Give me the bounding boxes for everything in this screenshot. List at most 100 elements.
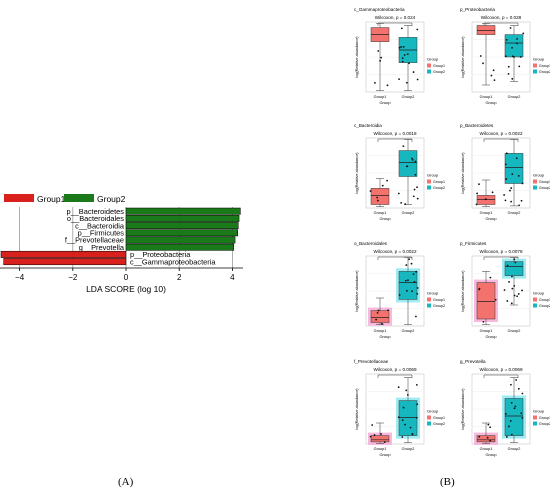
stat-label: Wilcoxon, p = 0.024 [375, 15, 416, 20]
data-point [381, 322, 383, 325]
x-tick-label: −4 [15, 273, 25, 282]
data-point [521, 392, 524, 395]
data-point [412, 273, 415, 276]
data-point [415, 416, 418, 419]
data-point [519, 56, 522, 58]
bar-label: p__Proteobacteria [130, 250, 191, 259]
data-point [414, 315, 417, 318]
data-point [386, 179, 389, 182]
data-point [408, 62, 410, 65]
panel-title: p_Firmicutes [460, 241, 487, 246]
x-axis-label: Group [379, 334, 391, 339]
bar-p-proteobacteria [0, 250, 127, 258]
data-point [407, 279, 409, 282]
x-tick-label: Group1 [374, 211, 387, 215]
legend-swatch [533, 185, 537, 190]
data-point [402, 406, 405, 409]
data-point [397, 386, 400, 389]
data-point [369, 190, 372, 192]
data-point [416, 403, 419, 406]
data-point [508, 425, 510, 428]
legend-label: Group2 [539, 186, 550, 190]
legend-swatch-group2 [64, 194, 94, 202]
data-point [398, 46, 401, 49]
y-axis-label: log(Relative abundance) [355, 270, 359, 312]
box-panel-o_bacteroidales: o_Bacteroidales Wilcoxon, p = 0.0022 log(R… [354, 241, 445, 339]
data-point [521, 417, 524, 419]
data-point [511, 275, 513, 278]
legend-label: Group2 [433, 186, 445, 190]
box-panel-p_proteobacteria: p_Proteobacteria Wilcoxon, p = 0.028 log(R… [460, 7, 550, 105]
box-panel-c_gammaproteobacteria: c_Gammaproteobacteria Wilcoxon, p = 0.024… [354, 7, 445, 105]
data-point [397, 192, 400, 195]
data-point [516, 38, 518, 40]
legend-swatch [427, 421, 431, 426]
data-point [505, 38, 508, 41]
data-point [507, 72, 510, 75]
data-point [504, 55, 507, 58]
data-point [380, 433, 382, 435]
data-point [514, 405, 517, 408]
data-point [375, 318, 378, 321]
x-tick-label: Group2 [402, 95, 415, 99]
x-tick-label: Group1 [480, 447, 493, 451]
data-point [506, 300, 509, 302]
data-point [416, 28, 419, 31]
data-point [515, 379, 518, 381]
panel-title: f_Prevotellaceae [354, 359, 389, 364]
legend-label: Group1 [539, 416, 550, 420]
data-point [510, 200, 513, 203]
data-point [503, 289, 506, 291]
legend-title: Group [427, 173, 439, 178]
data-point [416, 287, 419, 289]
stat-label: Wilcoxon, p = 0.0022 [373, 249, 416, 254]
significance-bracket [377, 22, 413, 26]
data-point [415, 383, 418, 386]
box-panel-g_prevotella: g_Prevotella Wilcoxon, p = 0.0069 log(Rela… [460, 359, 550, 457]
data-point [412, 195, 415, 198]
data-point [376, 196, 379, 199]
bar-label: c__Bacteroidia [75, 221, 125, 230]
x-tick-label: Group2 [508, 95, 521, 99]
data-point [380, 56, 383, 59]
data-point [400, 202, 403, 204]
x-tick-label: 0 [124, 273, 129, 282]
significance-bracket [483, 374, 519, 378]
x-axis-label: Group [485, 334, 497, 339]
y-axis-label: log(Relative abundance) [461, 36, 465, 78]
bar-c-gammaproteobacteria [3, 258, 127, 266]
legend-swatch [427, 69, 431, 74]
data-point [518, 65, 521, 68]
bar-g-prevotella [125, 243, 234, 251]
data-point [509, 27, 512, 29]
legend-swatch [427, 185, 431, 190]
data-point [511, 77, 514, 80]
data-point [505, 178, 508, 180]
data-point [489, 426, 492, 429]
panel-title: c_Gammaproteobacteria [354, 7, 405, 12]
x-tick-label: Group1 [480, 95, 493, 99]
data-point [406, 53, 409, 56]
data-point [491, 191, 494, 194]
data-point [492, 69, 495, 72]
data-point [517, 174, 520, 177]
box-panel-p_bacteroidetes: p_Bacteroidetes Wilcoxon, p = 0.0022 log(R… [460, 123, 550, 221]
box-panel-p_firmicutes: p_Firmicutes Wilcoxon, p = 0.0078 log(Rela… [460, 241, 550, 339]
data-point [509, 189, 511, 192]
data-point [397, 416, 400, 419]
significance-bracket [483, 22, 519, 26]
box-group1 [370, 435, 390, 443]
data-point [511, 46, 513, 49]
box-group2 [504, 398, 524, 436]
legend-label: Group2 [433, 422, 445, 426]
legend-swatch [427, 303, 431, 308]
data-point [476, 192, 479, 195]
legend-label: Group2 [433, 70, 445, 74]
legend-swatch-group1 [4, 194, 34, 202]
data-point [511, 55, 514, 58]
data-point [517, 293, 520, 295]
data-point [517, 387, 520, 390]
data-point [411, 158, 414, 161]
data-point [518, 204, 520, 207]
